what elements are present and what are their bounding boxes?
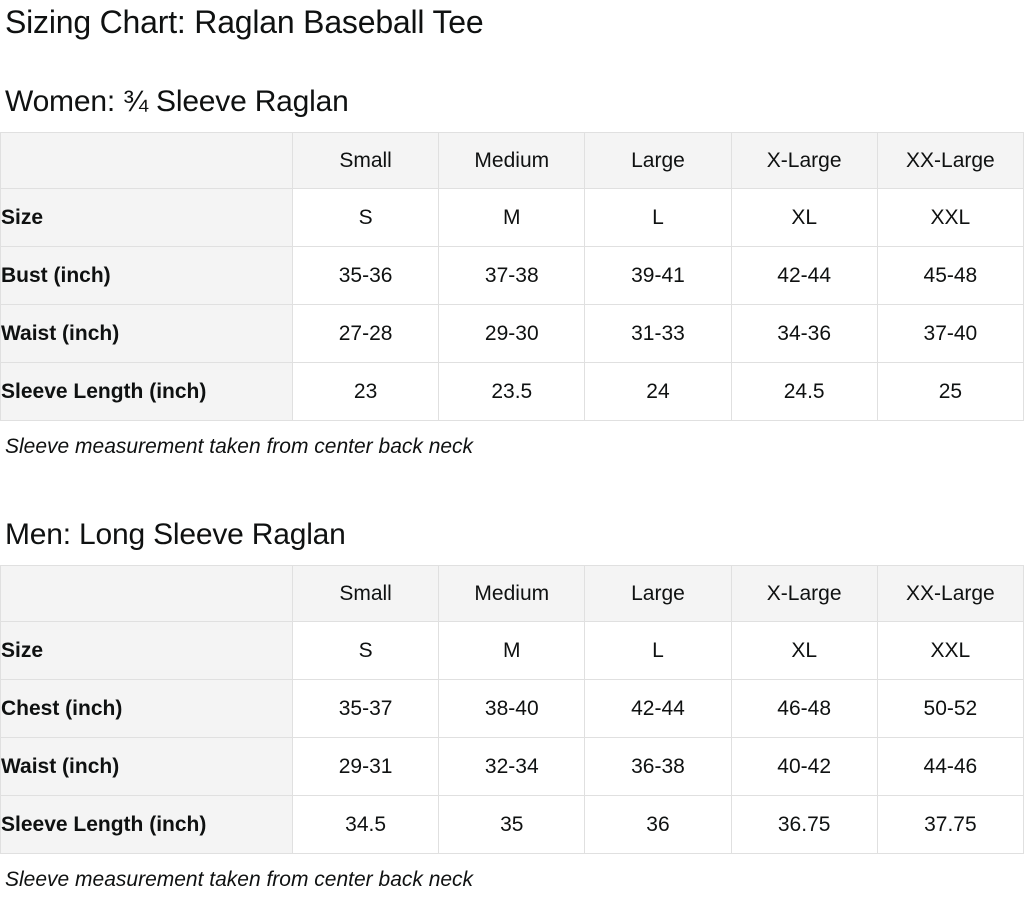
table-cell: 25 (876, 362, 1024, 421)
row-label: Chest (inch) (0, 679, 293, 738)
table-header-row: Small Medium Large X-Large XX-Large (0, 565, 1024, 622)
table-cell: 24 (584, 362, 732, 421)
table-cell: 27-28 (291, 304, 440, 363)
row-label: Bust (inch) (0, 246, 293, 305)
corner-cell (0, 132, 293, 189)
row-label: Sleeve Length (inch) (0, 795, 293, 854)
men-size-table: Small Medium Large X-Large XX-Large Size… (0, 565, 1024, 854)
table-cell: 24.5 (730, 362, 878, 421)
column-header-xlarge: X-Large (730, 132, 878, 189)
table-cell: 23.5 (438, 362, 586, 421)
table-cell: XXL (876, 621, 1024, 680)
table-cell: 37.75 (876, 795, 1024, 854)
table-cell: M (438, 621, 586, 680)
table-row-size: Size S M L XL XXL (0, 188, 1024, 247)
page-title: Sizing Chart: Raglan Baseball Tee (5, 4, 484, 40)
table-cell: L (584, 621, 732, 680)
column-header-large: Large (584, 132, 732, 189)
table-cell: 35-37 (291, 679, 440, 738)
table-cell: 36-38 (584, 737, 732, 796)
table-row-chest: Chest (inch) 35-37 38-40 42-44 46-48 50-… (0, 679, 1024, 738)
table-cell: 34-36 (730, 304, 878, 363)
table-cell: 36 (584, 795, 732, 854)
table-cell: XL (730, 621, 878, 680)
women-section: Women: ¾ Sleeve Raglan Small Medium Larg… (0, 83, 1024, 460)
table-cell: 42-44 (584, 679, 732, 738)
table-cell: L (584, 188, 732, 247)
table-cell: 32-34 (438, 737, 586, 796)
table-cell: 29-31 (291, 737, 440, 796)
table-cell: XL (730, 188, 878, 247)
table-cell: 45-48 (876, 246, 1024, 305)
table-row-waist: Waist (inch) 27-28 29-30 31-33 34-36 37-… (0, 304, 1024, 363)
table-row-size: Size S M L XL XXL (0, 621, 1024, 680)
column-header-small: Small (291, 565, 440, 622)
table-cell: S (291, 188, 440, 247)
row-label: Waist (inch) (0, 737, 293, 796)
column-header-xxlarge: XX-Large (876, 132, 1024, 189)
table-cell: XXL (876, 188, 1024, 247)
table-cell: S (291, 621, 440, 680)
column-header-medium: Medium (438, 565, 586, 622)
table-row-waist: Waist (inch) 29-31 32-34 36-38 40-42 44-… (0, 737, 1024, 796)
table-cell: 46-48 (730, 679, 878, 738)
table-cell: 42-44 (730, 246, 878, 305)
corner-cell (0, 565, 293, 622)
column-header-xxlarge: XX-Large (876, 565, 1024, 622)
row-label: Waist (inch) (0, 304, 293, 363)
table-cell: 35 (438, 795, 586, 854)
sleeve-measurement-footnote: Sleeve measurement taken from center bac… (5, 868, 474, 891)
row-label: Size (0, 188, 293, 247)
row-label: Size (0, 621, 293, 680)
table-cell: 31-33 (584, 304, 732, 363)
table-cell: 50-52 (876, 679, 1024, 738)
women-section-heading: Women: ¾ Sleeve Raglan (5, 85, 349, 118)
table-cell: 44-46 (876, 737, 1024, 796)
table-cell: 23 (291, 362, 440, 421)
table-cell: 37-40 (876, 304, 1024, 363)
women-size-table: Small Medium Large X-Large XX-Large Size… (0, 132, 1024, 421)
table-cell: 29-30 (438, 304, 586, 363)
table-row-bust: Bust (inch) 35-36 37-38 39-41 42-44 45-4… (0, 246, 1024, 305)
men-section-heading: Men: Long Sleeve Raglan (5, 518, 346, 551)
column-header-small: Small (291, 132, 440, 189)
men-section: Men: Long Sleeve Raglan Small Medium Lar… (0, 516, 1024, 893)
table-cell: 35-36 (291, 246, 440, 305)
table-header-row: Small Medium Large X-Large XX-Large (0, 132, 1024, 189)
sleeve-measurement-footnote: Sleeve measurement taken from center bac… (5, 435, 474, 458)
table-cell: 40-42 (730, 737, 878, 796)
column-header-large: Large (584, 565, 732, 622)
table-cell: 38-40 (438, 679, 586, 738)
row-label: Sleeve Length (inch) (0, 362, 293, 421)
table-cell: 36.75 (730, 795, 878, 854)
table-cell: 39-41 (584, 246, 732, 305)
table-row-sleeve-length: Sleeve Length (inch) 34.5 35 36 36.75 37… (0, 795, 1024, 854)
column-header-xlarge: X-Large (730, 565, 878, 622)
table-row-sleeve-length: Sleeve Length (inch) 23 23.5 24 24.5 25 (0, 362, 1024, 421)
column-header-medium: Medium (438, 132, 586, 189)
table-cell: 34.5 (291, 795, 440, 854)
table-cell: 37-38 (438, 246, 586, 305)
table-cell: M (438, 188, 586, 247)
